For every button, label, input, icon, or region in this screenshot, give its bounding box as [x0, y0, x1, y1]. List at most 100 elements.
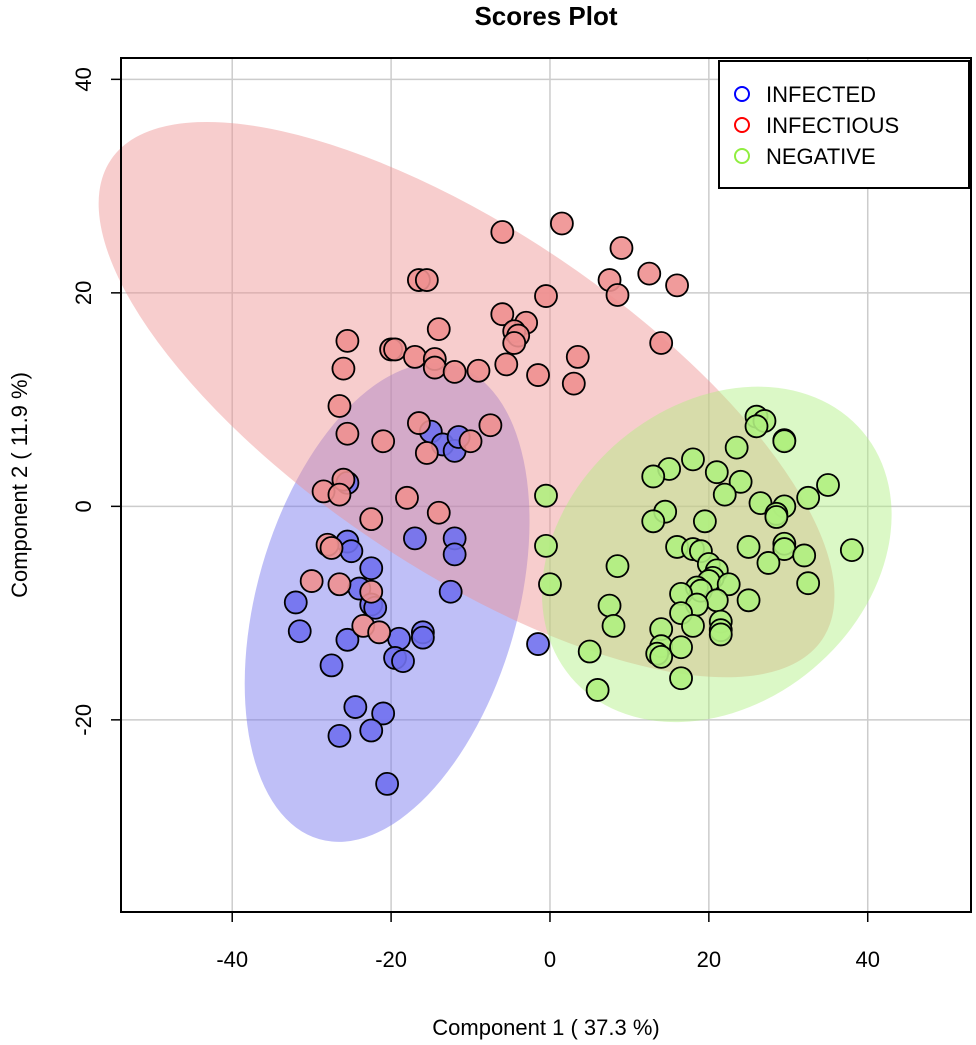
infectious-point — [327, 482, 352, 507]
infectious-point — [609, 236, 634, 260]
negative-point — [601, 614, 626, 638]
infected-point — [438, 579, 463, 604]
infectious-point — [383, 337, 407, 362]
infectious-point — [414, 441, 439, 465]
infected-point — [387, 626, 411, 651]
infectious-point — [649, 331, 674, 355]
infected-point — [327, 723, 352, 748]
infectious-point — [565, 344, 590, 369]
infected-point — [359, 718, 384, 743]
negative-point — [792, 543, 817, 568]
infectious-point — [561, 371, 586, 396]
infectious-legend-label: INFECTIOUS — [766, 113, 899, 138]
infected-point — [526, 632, 550, 656]
infectious-ellipse — [98, 121, 835, 678]
x-tick-label: -40 — [216, 947, 248, 972]
infectious-point — [367, 620, 392, 645]
legend: INFECTED INFECTIOUS NEGATIVE — [718, 60, 970, 189]
infectious-point — [466, 358, 491, 383]
infectious-point — [549, 211, 574, 236]
negative-point — [716, 572, 741, 597]
infectious-point — [299, 569, 324, 593]
negative-point — [649, 644, 674, 669]
infectious-point — [534, 284, 558, 308]
y-tick-label: -20 — [71, 704, 96, 736]
infected-point — [283, 590, 308, 615]
infected-point — [371, 701, 396, 726]
infected-point — [410, 625, 435, 650]
negative-point — [796, 485, 821, 510]
infected-point — [359, 556, 384, 581]
negative-point — [538, 572, 562, 597]
negative-point — [704, 588, 729, 613]
negative-point — [728, 469, 753, 494]
infectious-point — [442, 359, 467, 384]
negative-point — [736, 588, 761, 613]
grid-lines — [121, 58, 971, 912]
infectious-point — [490, 302, 515, 327]
y-tick-label: 40 — [71, 67, 96, 91]
infected-point — [375, 772, 400, 796]
negative-legend-label: NEGATIVE — [766, 144, 876, 169]
infectious-point — [458, 429, 483, 454]
legend-box — [718, 60, 970, 189]
negative-point — [681, 447, 705, 472]
negative-point — [577, 639, 602, 664]
negative-point — [816, 473, 840, 497]
infected-point — [391, 649, 415, 674]
infectious-point — [422, 355, 447, 380]
x-axis-title: Component 1 ( 37.3 %) — [432, 1015, 659, 1040]
y-tick-label: 20 — [71, 281, 96, 305]
confidence-ellipses — [98, 121, 892, 842]
negative-ellipse — [541, 386, 892, 723]
negative-legend-marker — [734, 148, 750, 164]
y-axis-title: Component 2 ( 11.9 %) — [7, 372, 32, 598]
infected-point — [403, 526, 427, 551]
infected-point — [442, 542, 467, 567]
infectious-point — [426, 317, 451, 342]
infectious-point — [327, 572, 352, 597]
infectious-point — [335, 328, 360, 353]
infected-point — [343, 695, 368, 719]
chart-title: Scores Plot — [474, 1, 617, 31]
infectious-point — [665, 273, 689, 298]
x-tick-label: 40 — [855, 947, 879, 972]
infectious-point — [335, 421, 360, 446]
infectious-point — [359, 579, 384, 604]
negative-point — [796, 571, 821, 596]
negative-point — [641, 509, 666, 534]
negative-point — [839, 538, 864, 563]
negative-point — [585, 678, 610, 702]
infectious-point — [319, 536, 344, 560]
y-tick-label: 0 — [71, 500, 96, 512]
infectious-point — [478, 413, 503, 438]
infectious-point — [359, 507, 384, 532]
negative-point — [669, 666, 693, 691]
infected-point — [339, 539, 364, 564]
infectious-point — [371, 429, 396, 454]
negative-point — [669, 635, 693, 660]
infectious-point — [426, 500, 451, 525]
negative-point — [712, 482, 737, 507]
negative-point — [692, 509, 717, 534]
negative-point — [704, 460, 729, 485]
negative-point — [772, 429, 797, 454]
axis-ticks: -40 -20 0 20 40 -20 0 20 40 — [71, 67, 880, 972]
x-tick-label: 20 — [697, 947, 721, 972]
negative-point — [534, 483, 558, 508]
x-tick-label: 0 — [544, 947, 556, 972]
data-points — [283, 211, 864, 796]
negative-point — [764, 505, 789, 529]
infected-point — [335, 627, 360, 652]
negative-point — [534, 533, 558, 558]
negative-point — [597, 593, 622, 618]
infectious-point — [403, 344, 427, 369]
infectious-point — [331, 356, 356, 381]
infected-point — [319, 653, 344, 678]
negative-point — [681, 614, 705, 638]
negative-point — [724, 435, 749, 460]
negative-point — [708, 622, 733, 647]
negative-point — [605, 554, 630, 579]
infectious-point — [637, 261, 662, 286]
